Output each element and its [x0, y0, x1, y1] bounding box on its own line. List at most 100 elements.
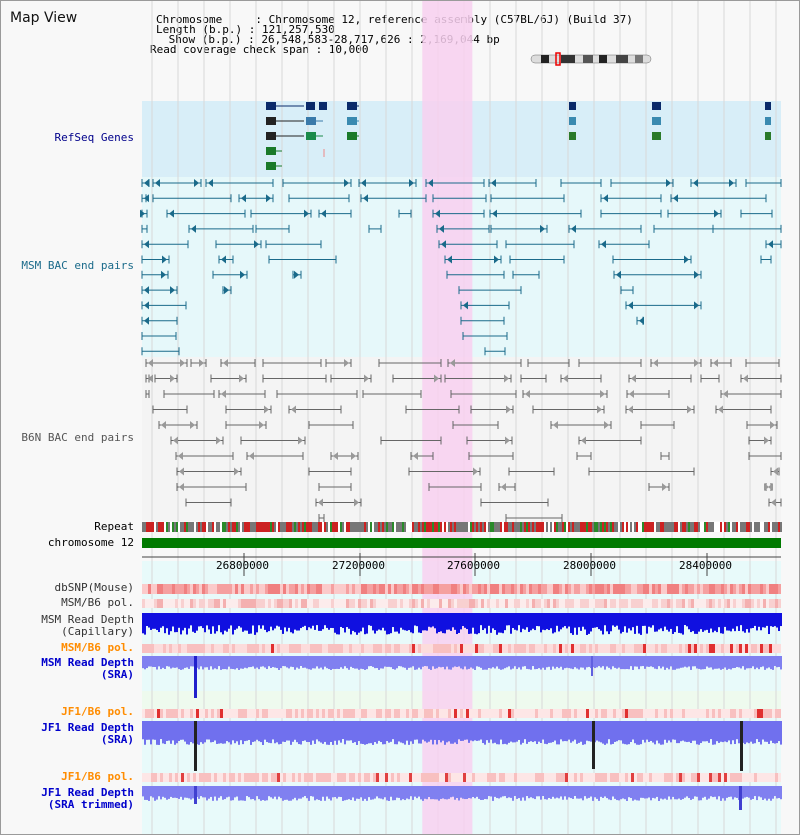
repeat-segment: [560, 522, 562, 532]
jf1-depth-sra-bar: [724, 721, 726, 742]
jf1-depth-trim-bar: [186, 786, 188, 798]
msm-depth-sra-bar: [722, 656, 724, 669]
jf1-depth-trim-bar: [224, 786, 226, 800]
dbsnp-cell: [190, 584, 193, 594]
msm-depth-capillary-bar: [462, 613, 464, 627]
msm-depth-capillary-bar: [712, 613, 714, 633]
dbsnp-cell: [760, 584, 763, 594]
jf1-depth-trim-bar: [208, 786, 210, 799]
msm-depth-capillary-bar: [498, 613, 500, 633]
dbsnp-cell: [433, 584, 436, 594]
msm-depth-sra-bar: [402, 656, 404, 668]
jf1-depth-trim-bar: [598, 786, 600, 801]
dbsnp-cell: [145, 584, 148, 594]
msm-depth-capillary-bar: [184, 613, 186, 628]
jf1-b6-pol-trim-cell: [670, 773, 673, 782]
jf1-depth-trim-peak: [739, 786, 742, 810]
jf1-b6-pol-trim-cell: [763, 773, 766, 782]
msm-depth-capillary-bar: [418, 613, 420, 633]
jf1-depth-sra-bar: [222, 721, 224, 744]
jf1-depth-sra-bar: [562, 721, 564, 742]
msm-b6-pol-cell: [631, 599, 634, 608]
msm-depth-capillary-bar: [180, 613, 182, 635]
msm-b6-pol-sra-cell: [331, 644, 334, 653]
msm-depth-sra-bar: [256, 656, 258, 668]
repeat-segment: [220, 522, 222, 532]
jf1-depth-sra-bar: [560, 721, 562, 740]
msm-depth-capillary-bar: [156, 613, 158, 631]
jf1-b6-pol-trim-cell: [514, 773, 517, 782]
msm-depth-sra-bar: [494, 656, 496, 669]
jf1-b6-pol-cell: [154, 709, 157, 718]
msm-depth-capillary-bar: [700, 613, 702, 630]
msm-depth-capillary-bar: [654, 613, 656, 632]
jf1-depth-sra-bar: [522, 721, 524, 743]
msm-depth-capillary-bar: [686, 613, 688, 627]
b6n-bac-pair-arrow: [764, 483, 769, 491]
jf1-depth-sra-bar: [462, 721, 464, 741]
jf1-b6-pol-cell: [751, 709, 754, 718]
jf1-b6-pol-cell: [184, 709, 187, 718]
msm-depth-sra-bar: [198, 656, 200, 670]
msm-b6-pol-sra-cell: [184, 644, 187, 653]
msm-depth-sra-bar: [546, 656, 548, 668]
msm-b6-pol-sra-cell: [604, 644, 607, 653]
jf1-depth-sra-bar: [440, 721, 442, 743]
jf1-b6-pol-cell: [700, 709, 703, 718]
jf1-b6-pol-cell: [496, 709, 499, 718]
jf1-depth-sra-bar: [330, 721, 332, 742]
jf1-depth-sra-bar: [776, 721, 778, 744]
jf1-depth-sra-bar: [298, 721, 300, 745]
jf1-b6-pol-trim-cell: [160, 773, 163, 782]
msm-depth-capillary-bar: [674, 613, 676, 633]
msm-depth-capillary-bar: [548, 613, 550, 631]
jf1-b6-pol-trim-cell: [178, 773, 181, 782]
repeat-segment: [192, 522, 194, 532]
jf1-depth-sra-bar: [602, 721, 604, 744]
jf1-depth-trim-bar: [732, 786, 734, 800]
length-info: Length (b.p.) : 121,257,530: [156, 23, 335, 36]
jf1-b6-pol-cell: [652, 709, 655, 718]
msm-depth-sra-bar: [372, 656, 374, 667]
repeat-segment: [544, 522, 546, 532]
dbsnp-cell: [631, 584, 634, 594]
msm-b6-pol-cell: [433, 599, 436, 608]
dbsnp-cell: [304, 584, 307, 594]
jf1-depth-sra-bar: [532, 721, 534, 743]
dbsnp-cell: [259, 584, 262, 594]
jf1-depth-sra-bar: [356, 721, 358, 745]
repeat-segment: [368, 522, 370, 532]
jf1-b6-pol-trim-cell: [184, 773, 187, 782]
msm-b6-pol-cell: [199, 599, 202, 608]
jf1-depth-sra-bar: [766, 721, 768, 742]
jf1-b6-pol-cell: [253, 709, 256, 718]
dbsnp-cell: [178, 584, 181, 594]
repeat-segment: [350, 522, 352, 532]
jf1-depth-sra-bar: [148, 721, 150, 740]
jf1-b6-pol-cell: [454, 709, 457, 718]
msm-depth-capillary-bar: [494, 613, 496, 631]
jf1-depth-sra-bar: [234, 721, 236, 744]
msm-depth-sra-bar: [244, 656, 246, 668]
msm-depth-capillary-bar: [214, 613, 216, 634]
dbsnp-cell: [244, 584, 247, 594]
refseq-strand-arrow: [569, 102, 573, 110]
repeat-segment: [770, 522, 772, 532]
msm-depth-sra-bar: [598, 656, 600, 667]
repeat-segment: [622, 522, 624, 532]
jf1-depth-trim-bar: [226, 786, 228, 798]
jf1-depth-trim-bar: [496, 786, 498, 799]
jf1-b6-pol-cell: [745, 709, 748, 718]
jf1-depth-sra-bar: [390, 721, 392, 742]
repeat-segment: [158, 522, 160, 532]
chromosome-label: chromosome 12: [47, 536, 134, 549]
msm-depth-capillary-bar: [188, 613, 190, 629]
dbsnp-cell: [217, 584, 220, 594]
msm-depth-sra-bar: [416, 656, 418, 670]
jf1-b6-pol-label: JF1/B6 pol.: [61, 705, 134, 718]
jf1-depth-sra-bar: [362, 721, 364, 745]
repeat-segment: [334, 522, 336, 532]
msm-depth-sra-bar: [480, 656, 482, 668]
jf1-b6-pol-trim-cell: [646, 773, 649, 782]
